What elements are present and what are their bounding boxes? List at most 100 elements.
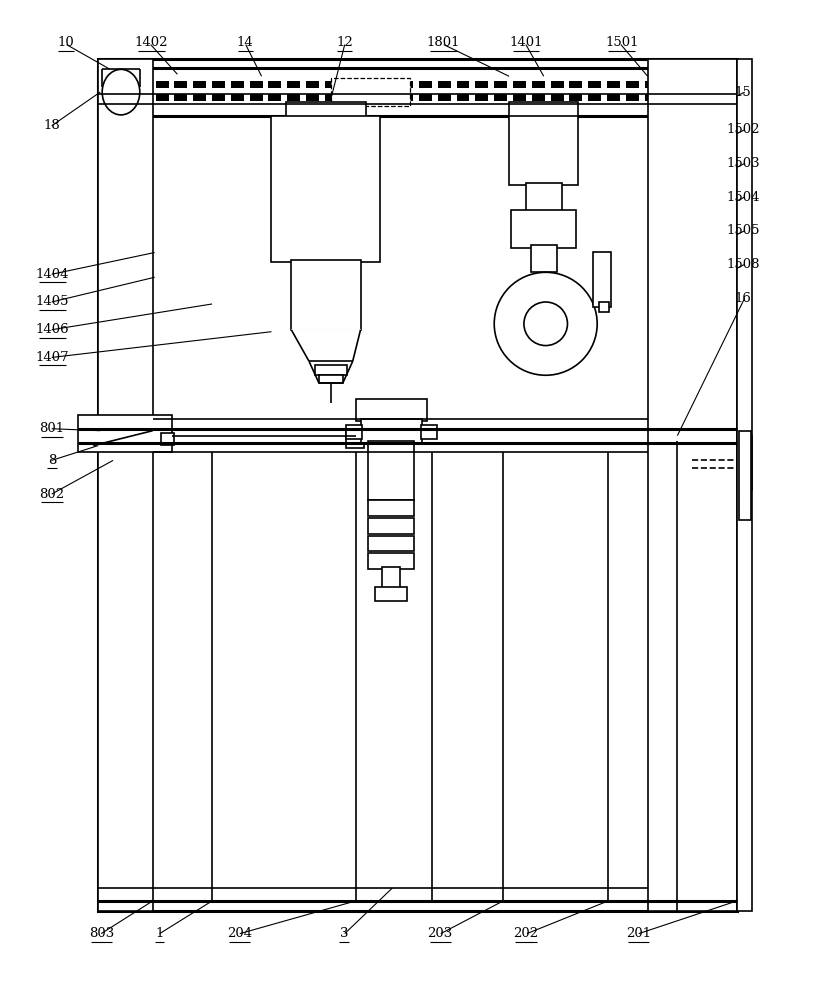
Bar	[98, 59, 736, 911]
Bar	[156, 81, 168, 88]
Bar	[369, 553, 414, 569]
Text: 803: 803	[89, 927, 114, 940]
Bar	[438, 81, 450, 88]
Text: 1508: 1508	[726, 258, 760, 271]
Bar	[626, 81, 639, 88]
Bar	[532, 94, 545, 101]
Bar	[272, 116, 380, 262]
Bar	[212, 81, 225, 88]
Bar	[174, 81, 188, 88]
Bar	[513, 94, 526, 101]
Bar	[550, 94, 564, 101]
Bar	[588, 94, 601, 101]
Bar	[532, 81, 545, 88]
Bar	[607, 94, 620, 101]
Bar	[369, 536, 414, 551]
Bar	[212, 94, 225, 101]
Bar	[381, 81, 394, 88]
Bar	[599, 302, 609, 312]
Bar	[344, 94, 357, 101]
Bar	[531, 245, 556, 272]
Bar	[344, 81, 357, 88]
Bar	[325, 81, 338, 88]
Bar	[78, 415, 173, 452]
Bar	[291, 260, 360, 330]
Bar	[511, 210, 576, 248]
Bar	[137, 94, 149, 101]
Bar	[161, 433, 174, 445]
Bar	[355, 399, 427, 421]
Bar	[419, 94, 432, 101]
Text: 8: 8	[48, 454, 56, 467]
Text: 202: 202	[514, 927, 539, 940]
Bar	[287, 81, 300, 88]
Text: 802: 802	[39, 488, 64, 501]
Text: 201: 201	[626, 927, 651, 940]
Text: 204: 204	[227, 927, 252, 940]
Bar	[193, 81, 206, 88]
Bar	[456, 94, 470, 101]
Bar	[664, 94, 676, 101]
Bar	[509, 102, 578, 118]
Bar	[648, 59, 736, 911]
Bar	[701, 81, 714, 88]
Bar	[456, 81, 470, 88]
Bar	[137, 81, 149, 88]
Ellipse shape	[103, 69, 140, 115]
Bar	[98, 59, 153, 911]
Text: 3: 3	[340, 927, 349, 940]
Text: 14: 14	[237, 36, 254, 49]
Bar	[736, 59, 751, 911]
Text: 1404: 1404	[35, 268, 69, 281]
Text: 10: 10	[58, 36, 74, 49]
Bar	[287, 94, 300, 101]
Bar	[495, 94, 507, 101]
Bar	[475, 94, 488, 101]
Bar	[369, 518, 414, 534]
Bar	[509, 116, 578, 185]
Text: 203: 203	[428, 927, 453, 940]
Bar	[231, 81, 244, 88]
Bar	[331, 78, 410, 106]
Bar	[570, 81, 582, 88]
Bar	[231, 94, 244, 101]
Bar	[400, 94, 413, 101]
Text: 1505: 1505	[726, 224, 760, 237]
Text: 1402: 1402	[134, 36, 168, 49]
Bar	[381, 94, 394, 101]
Bar	[118, 94, 131, 101]
Text: 1501: 1501	[605, 36, 639, 49]
Bar	[363, 94, 375, 101]
Bar	[400, 81, 413, 88]
Bar	[363, 81, 375, 88]
Text: 1502: 1502	[726, 123, 760, 136]
Bar	[736, 436, 751, 490]
Bar	[682, 94, 696, 101]
Bar	[360, 419, 422, 443]
Bar	[269, 81, 281, 88]
Text: 1401: 1401	[510, 36, 543, 49]
Bar	[369, 441, 414, 500]
Text: 1407: 1407	[35, 351, 69, 364]
Text: 1406: 1406	[35, 323, 69, 336]
Bar	[315, 365, 347, 375]
Bar	[682, 81, 696, 88]
Bar	[550, 81, 564, 88]
Bar	[369, 500, 414, 516]
Text: 15: 15	[735, 86, 751, 99]
Text: 1503: 1503	[726, 157, 760, 170]
Bar	[421, 425, 437, 439]
Circle shape	[524, 302, 567, 346]
Bar	[319, 375, 343, 383]
Bar	[249, 81, 263, 88]
Bar	[607, 81, 620, 88]
Bar	[645, 81, 657, 88]
Bar	[645, 94, 657, 101]
Bar	[438, 94, 450, 101]
Bar	[701, 94, 714, 101]
Text: 1801: 1801	[427, 36, 460, 49]
Bar	[174, 94, 188, 101]
Bar	[306, 81, 319, 88]
Bar	[739, 431, 751, 520]
Bar	[626, 94, 639, 101]
